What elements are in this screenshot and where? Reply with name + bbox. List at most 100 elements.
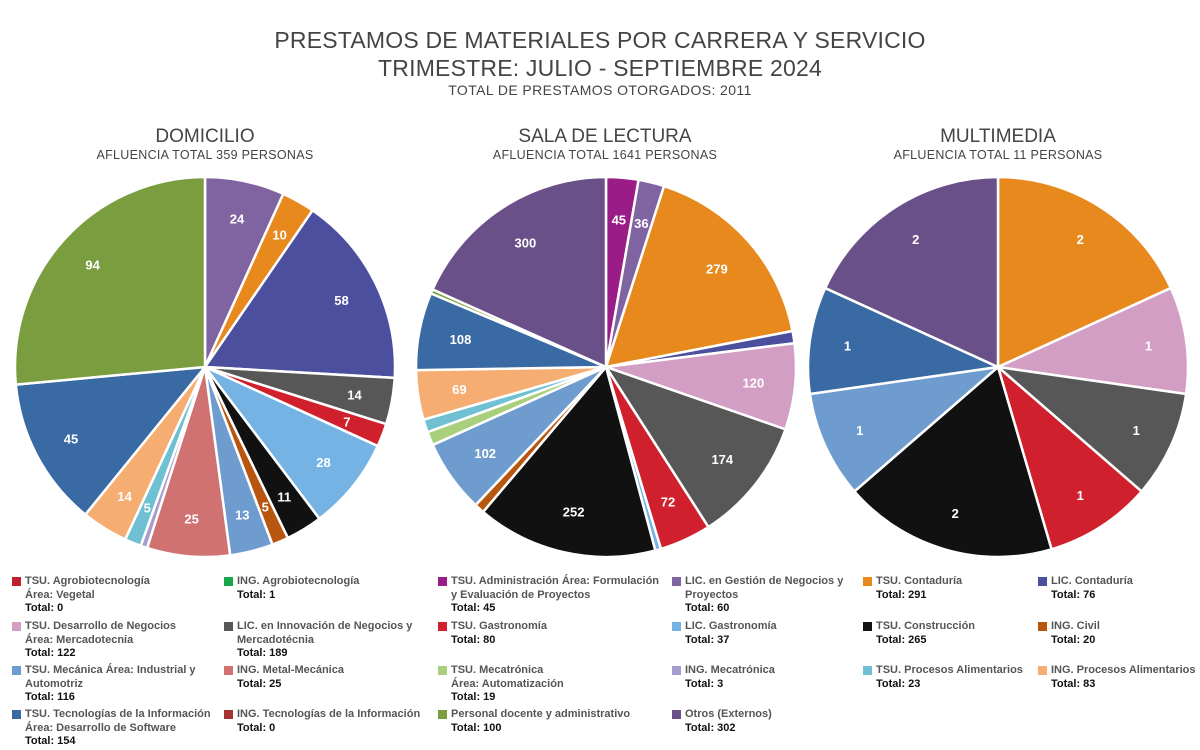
legend-label: ING. Metal-Mecánica: [237, 664, 344, 676]
legend-item-tsu-gastronomia: TSU. Gastronomía Total: 80: [438, 620, 666, 647]
pie-subtitle: AFLUENCIA TOTAL 11 PERSONAS: [893, 148, 1103, 162]
legend-item-lic-en-gestion-de-negocios-y-proyectos: LIC. en Gestión de Negocios y Proyectos T…: [672, 575, 872, 616]
pie-slice-tsu-contaduria: [996, 175, 1173, 369]
legend-label: TSU. Contaduría: [876, 575, 963, 587]
data-label: 1: [1133, 423, 1140, 438]
legend-item-tsu-administracion-area-formulacion-y-evaluacion-de-proyectos: TSU. Administración Área: Formulación y …: [438, 575, 666, 616]
pie-slice-personal-docente-y-administrativo: [13, 175, 207, 386]
legend-swatch: [12, 622, 21, 631]
legend-swatch: [1038, 577, 1047, 586]
pie-subtitle: AFLUENCIA TOTAL 359 PERSONAS: [96, 148, 314, 162]
legend-item-personal-docente-y-administrativo: Personal docente y administrativo Total: …: [438, 708, 666, 735]
data-label: 120: [743, 376, 765, 391]
legend-swatch: [438, 622, 447, 631]
legend-swatch: [438, 666, 447, 675]
legend-total: Total: 0: [25, 602, 64, 614]
data-label: 11: [277, 490, 291, 505]
data-label: 14: [117, 489, 132, 504]
legend-label: TSU. Gastronomía: [451, 620, 547, 632]
period-title: TRIMESTRE: JULIO - SEPTIEMBRE 2024: [378, 55, 822, 81]
data-label: 1: [1145, 338, 1152, 353]
legend-total: Total: 265: [876, 633, 927, 646]
legend-total: Total: 291: [876, 588, 927, 601]
legend-label: LIC. en Gestión de Negocios y Proyectos: [685, 575, 844, 601]
legend-swatch: [438, 577, 447, 586]
legend-item-ing-procesos-alimentarios: ING. Procesos Alimentarios Total: 83: [1038, 664, 1196, 691]
pie-subtitle: AFLUENCIA TOTAL 1641 PERSONAS: [492, 148, 718, 162]
pie-slice-lic-en-innovacion-de-negocios-y-mercadotecnia: [604, 365, 787, 529]
pie-slice-tsu-construccion: [481, 365, 657, 559]
pie-slice-otros-externos: [431, 175, 608, 369]
legend-label: LIC. Contaduría: [1051, 575, 1133, 587]
pie-slice-otros-externos: [823, 175, 1000, 369]
data-label: 13: [235, 507, 249, 522]
legend-label: TSU. Mecánica Área: Industrial y Automot…: [25, 664, 196, 690]
data-label: 45: [612, 212, 626, 227]
legend-total: Total: 122: [25, 647, 76, 659]
data-label: 94: [85, 258, 100, 273]
legend-total: Total: 80: [451, 633, 496, 646]
legend-total: Total: 60: [685, 602, 730, 614]
legend-total: Total: 189: [237, 647, 288, 659]
legend-total: Total: 3: [685, 677, 724, 690]
legend-item-tsu-agrobiotecnologia-area-vegetal: TSU. Agrobiotecnología Área: Vegetal Tota…: [12, 575, 212, 616]
pie-domicilio: 24 10 58 14 7 28 11 5 13 25 5 14 45 94: [13, 175, 397, 559]
pie-slice-lic-contaduria: [203, 209, 397, 380]
data-label: 5: [262, 500, 269, 515]
legend-item-lic-en-innovacion-de-negocios-y-mercadotecnia: LIC. en Innovación de Negocios y Mercado…: [224, 620, 424, 661]
pie-header-domicilio: DOMICILIO AFLUENCIA TOTAL 359 PERSONAS: [5, 126, 405, 163]
data-label: 174: [711, 452, 733, 467]
legend-swatch: [1038, 666, 1047, 675]
legend-total: Total: 76: [1051, 588, 1096, 601]
legend-total: Total: 19: [451, 691, 496, 703]
legend-label: LIC. en Innovación de Negocios y Mercado…: [237, 620, 413, 646]
data-label: 36: [634, 216, 648, 231]
legend-label: ING. Procesos Alimentarios: [1051, 664, 1196, 676]
data-label: 300: [515, 236, 537, 251]
legend-swatch: [672, 666, 681, 675]
legend-label: TSU. Tecnologías de la Información Área:…: [25, 708, 211, 734]
legend-item-tsu-tecnologias-de-la-informacion-area-desarrollo-de-software: TSU. Tecnologías de la Información Área:…: [12, 708, 212, 749]
legend-total: Total: 25: [237, 677, 282, 690]
legend-label: TSU. Procesos Alimentarios: [876, 664, 1023, 676]
legend-label: Personal docente y administrativo: [451, 708, 631, 720]
pie-slice-tsu-desarrollo-de-negocios-area-mercadotecnia: [996, 286, 1190, 396]
data-label: 14: [347, 387, 362, 402]
legend-total: Total: 116: [25, 691, 75, 703]
legend-item-tsu-procesos-alimentarios: TSU. Procesos Alimentarios Total: 23: [863, 664, 1063, 691]
legend-swatch: [224, 622, 233, 631]
legend-swatch: [672, 577, 681, 586]
legend-swatch: [863, 577, 872, 586]
data-label: 24: [230, 211, 245, 226]
legend-item-lic-contaduria: LIC. Contaduría Total: 76: [1038, 575, 1196, 602]
legend-label: TSU. Mecatrónica Área: Automatización: [451, 664, 564, 690]
legend-swatch: [672, 622, 681, 631]
legend-item-lic-gastronomia: LIC. Gastronomía Total: 37: [672, 620, 872, 647]
legend-item-tsu-mecanica-area-industrial-y-automotriz: TSU. Mecánica Área: Industrial y Automot…: [12, 664, 212, 705]
pie-title: SALA DE LECTURA: [518, 126, 692, 147]
pie-multimedia: 2 1 1 1 2 1 1 2: [806, 175, 1190, 559]
legend-swatch: [863, 622, 872, 631]
legend-swatch: [224, 577, 233, 586]
legend-total: Total: 45: [451, 602, 496, 614]
data-label: 2: [912, 232, 919, 247]
pie-slice-tsu-mecanica-area-industrial-y-automotriz: [808, 365, 1000, 493]
legend-label: ING. Tecnologías de la Información: [237, 708, 421, 720]
legend-total: Total: 23: [876, 677, 921, 690]
data-label: 279: [706, 262, 728, 277]
legend-item-ing-civil: ING. Civil Total: 20: [1038, 620, 1196, 647]
legend-total: Total: 37: [685, 633, 730, 646]
pie-slice-tsu-contaduria: [604, 184, 794, 369]
data-label: 58: [334, 293, 348, 308]
legend-label: ING. Mecatrónica: [685, 664, 775, 676]
legend-item-tsu-construccion: TSU. Construcción Total: 265: [863, 620, 1063, 647]
legend-label: LIC. Gastronomía: [685, 620, 777, 632]
legend-total: Total: 1: [237, 588, 276, 601]
data-label: 1: [1077, 488, 1084, 503]
legend-item-tsu-desarrollo-de-negocios-area-mercadotecnia: TSU. Desarrollo de Negocios Área: Mercad…: [12, 620, 212, 661]
legend-swatch: [224, 710, 233, 719]
data-label: 45: [64, 432, 78, 447]
main-title: PRESTAMOS DE MATERIALES POR CARRERA Y SE…: [274, 27, 926, 53]
